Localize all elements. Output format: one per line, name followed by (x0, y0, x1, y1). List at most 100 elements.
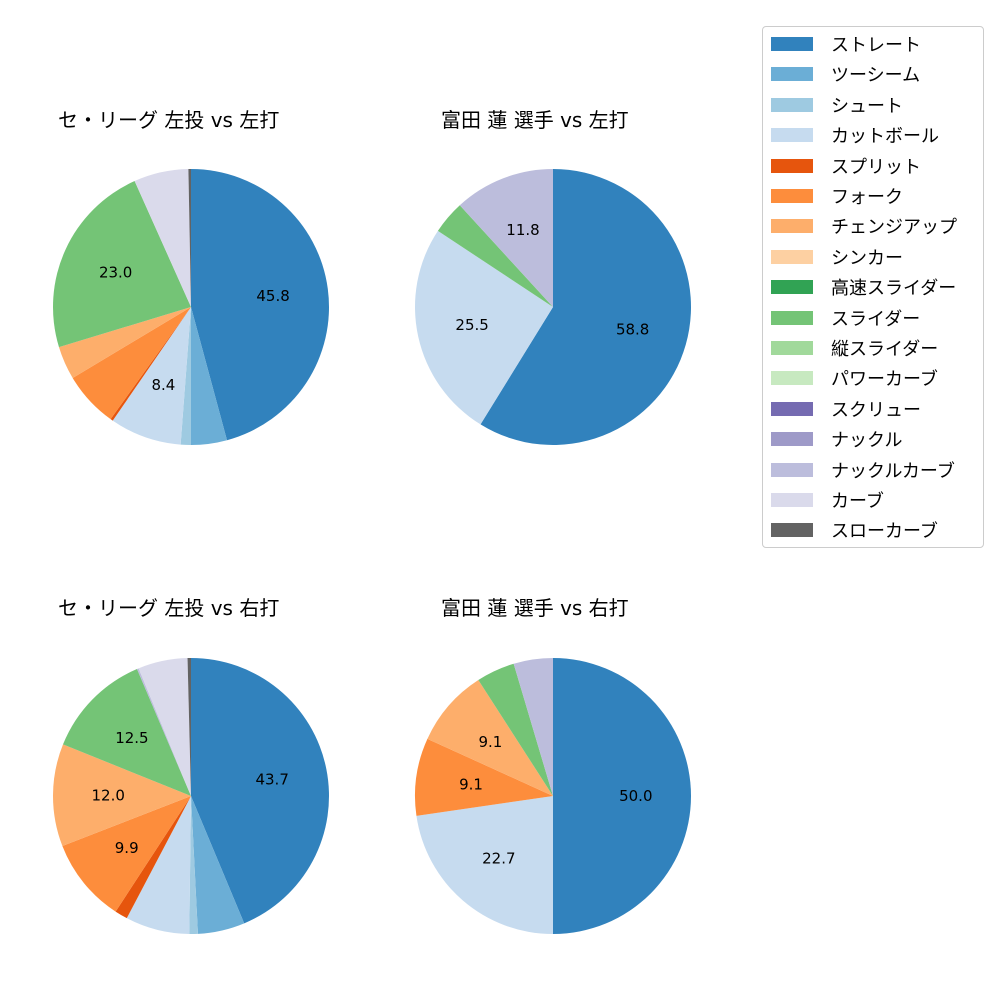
slice-value-label: 22.7 (482, 850, 515, 868)
slice-value-label: 45.8 (256, 287, 289, 305)
pie-slice (191, 658, 329, 924)
pie-slice (414, 230, 553, 425)
pie-slice (416, 796, 553, 934)
legend-label: スプリット (831, 156, 921, 178)
chart-title-player-vs-left: 富田 蓮 選手 vs 左打 (441, 108, 629, 132)
slice-value-label: 8.4 (152, 376, 176, 394)
legend-item: スクリュー (771, 397, 921, 421)
legend-label: ストレート (831, 35, 921, 56)
legend-swatch (771, 249, 813, 264)
legend-swatch (771, 493, 813, 507)
pie-slice (134, 169, 191, 307)
pie-chart: 43.7 9.9 12.0 12.5 (53, 658, 329, 934)
slice-value-label: 12.5 (115, 729, 148, 747)
pie-slice (187, 658, 191, 796)
slice-value-label: 58.8 (616, 321, 649, 339)
pie-slice (138, 658, 191, 796)
legend-label: フォーク (831, 187, 903, 208)
pie-slice (480, 169, 692, 445)
pie-chart: 50.0 22.7 9.1 9.1 (415, 658, 691, 934)
legend-swatch (771, 158, 813, 173)
pie-slice (58, 307, 191, 378)
pie-slice (188, 169, 191, 307)
pie-slice (437, 205, 553, 307)
slice-value-label: 23.0 (99, 264, 132, 282)
legend-item: スライダー (771, 306, 920, 330)
pie-slice (126, 796, 191, 934)
legend-item: 縦スライダー (771, 336, 938, 360)
legend-swatch (771, 523, 813, 538)
legend-swatch (771, 401, 813, 416)
legend-item: ナックル (771, 427, 902, 451)
legend-swatch (771, 37, 813, 51)
legend-item: チェンジアップ (771, 214, 957, 238)
pie-slice (112, 307, 191, 445)
pie-chart: 45.8 8.4 23.0 (52, 169, 329, 445)
pie-slice (136, 668, 191, 796)
pie-slice (63, 669, 191, 796)
pie-slice (513, 658, 553, 796)
legend-swatch (771, 189, 813, 203)
chart-title-league-vs-right: セ・リーグ 左投 vs 右打 (58, 596, 280, 620)
legend-swatch (771, 97, 813, 112)
pie-slice (427, 679, 553, 796)
legend-label: 高速スライダー (831, 278, 957, 300)
legend-item: スローカーブ (771, 518, 938, 542)
chart-title-league-vs-left: セ・リーグ 左投 vs 左打 (58, 108, 280, 132)
legend-label: パワーカーブ (831, 369, 938, 391)
chart-title-player-vs-right: 富田 蓮 選手 vs 右打 (441, 596, 629, 620)
pie-slice (415, 738, 553, 816)
legend-swatch (771, 432, 813, 447)
pie-slice (189, 796, 198, 934)
pie-slice (62, 796, 191, 912)
slice-value-label: 9.9 (115, 839, 139, 857)
legend-swatch (771, 371, 813, 386)
legend-label: カーブ (831, 491, 884, 512)
legend-item: パワーカーブ (771, 366, 938, 390)
legend-item: ツーシーム (771, 62, 920, 86)
legend-swatch (771, 280, 813, 295)
pie-slice (478, 663, 553, 796)
slice-value-label: 43.7 (255, 771, 288, 789)
slice-value-label: 9.1 (478, 733, 502, 751)
legend-label: スライダー (831, 308, 921, 330)
legend-label: チェンジアップ (831, 217, 957, 239)
legend-label: スクリュー (831, 399, 921, 421)
pie-chart: 58.8 25.5 11.8 (414, 169, 692, 445)
pie-slice (191, 169, 329, 441)
pie-slice (53, 744, 191, 846)
slice-value-label: 12.0 (91, 786, 124, 804)
slice-value-label: 9.1 (459, 775, 483, 793)
legend-label: スローカーブ (831, 521, 938, 543)
pie-slice (110, 307, 191, 421)
legend-swatch (771, 341, 813, 355)
legend-label: 縦スライダー (831, 339, 939, 360)
legend-item: シンカー (771, 245, 903, 269)
pie-slice (459, 169, 553, 307)
legend-item: スプリット (771, 154, 921, 178)
legend-label: ツーシーム (831, 65, 921, 87)
pie-slice (180, 307, 191, 445)
legend-label: ナックルカーブ (831, 460, 955, 482)
pie-slice (115, 796, 191, 919)
legend-swatch (771, 462, 813, 477)
legend-item: ナックルカーブ (771, 458, 955, 482)
pie-slice (553, 658, 691, 934)
legend-item: ストレート (771, 32, 921, 56)
legend-label: シンカー (831, 247, 903, 269)
slice-value-label: 25.5 (455, 316, 488, 334)
legend-label: シュート (831, 95, 903, 117)
legend-label: ナックル (831, 430, 903, 452)
legend-item: シュート (771, 93, 903, 117)
pie-slice (191, 307, 227, 445)
legend-item: フォーク (771, 184, 903, 208)
legend-swatch (771, 310, 813, 325)
legend-swatch (771, 219, 813, 234)
legend-item: カットボール (771, 123, 939, 147)
slice-value-label: 50.0 (619, 787, 652, 805)
slice-value-label: 11.8 (506, 221, 539, 239)
legend-swatch (771, 67, 813, 82)
legend-label: カットボール (831, 126, 939, 148)
legend-item: 高速スライダー (771, 275, 956, 299)
